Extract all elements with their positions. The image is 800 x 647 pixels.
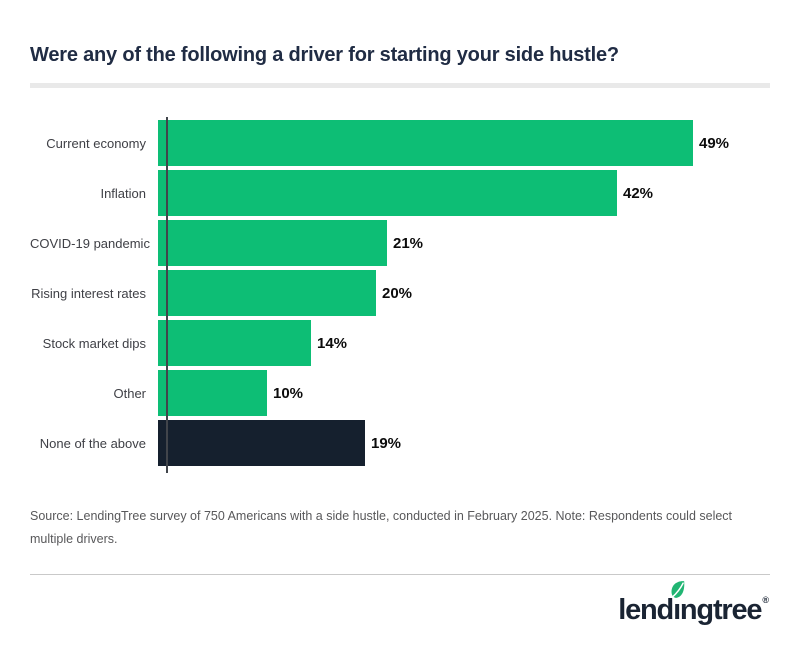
bar-inflation — [158, 170, 617, 216]
bar-rising-interest-rates — [158, 270, 376, 316]
value-label: 10% — [273, 384, 304, 402]
category-label: Rising interest rates — [31, 285, 146, 301]
value-label: 21% — [393, 234, 424, 252]
category-label: None of the above — [39, 435, 146, 451]
bar-row: Other 10% — [30, 368, 770, 418]
chart-title: Were any of the following a driver for s… — [30, 44, 619, 66]
bar-stock-market-dips — [158, 320, 311, 366]
bar-row: COVID-19 pandemic 21% — [30, 218, 770, 268]
category-label: COVID-19 pandemic — [30, 235, 150, 251]
leaf-icon — [671, 581, 685, 598]
bar-row: Stock market dips 14% — [30, 318, 770, 368]
logo-letter-i: ı — [671, 581, 685, 627]
bar-row: Current economy 49% — [30, 118, 770, 168]
category-label: Inflation — [100, 185, 146, 201]
value-label: 14% — [317, 334, 348, 352]
bar-row: Rising interest rates 20% — [30, 268, 770, 318]
bar-covid-19-pandemic — [158, 220, 387, 266]
value-label: 19% — [371, 434, 402, 452]
footer-divider — [30, 574, 770, 575]
category-label: Current economy — [46, 135, 146, 151]
category-label: Other — [113, 385, 146, 401]
bar-chart: Current economy 49% Inflation 42% COVID-19 p… — [30, 118, 770, 468]
lendingtree-logo: lend ıngtree® — [618, 581, 769, 627]
logo-text-post: ngtree — [679, 594, 763, 626]
bar-none-of-the-above — [158, 420, 365, 466]
value-label: 42% — [623, 184, 654, 202]
source-note: Source: LendingTree survey of 750 Americ… — [30, 509, 733, 546]
bar-row: None of the above 19% — [30, 418, 770, 468]
bar-other — [158, 370, 267, 416]
bar-current-economy — [158, 120, 693, 166]
logo-text-pre: lend — [618, 594, 674, 626]
logo-i-char: ı — [673, 594, 681, 626]
value-label: 20% — [382, 284, 413, 302]
bar-row: Inflation 42% — [30, 168, 770, 218]
category-label: Stock market dips — [42, 335, 146, 351]
y-axis-line — [166, 117, 168, 473]
title-divider — [30, 83, 770, 88]
registered-trademark: ® — [762, 595, 769, 605]
value-label: 49% — [699, 134, 730, 152]
